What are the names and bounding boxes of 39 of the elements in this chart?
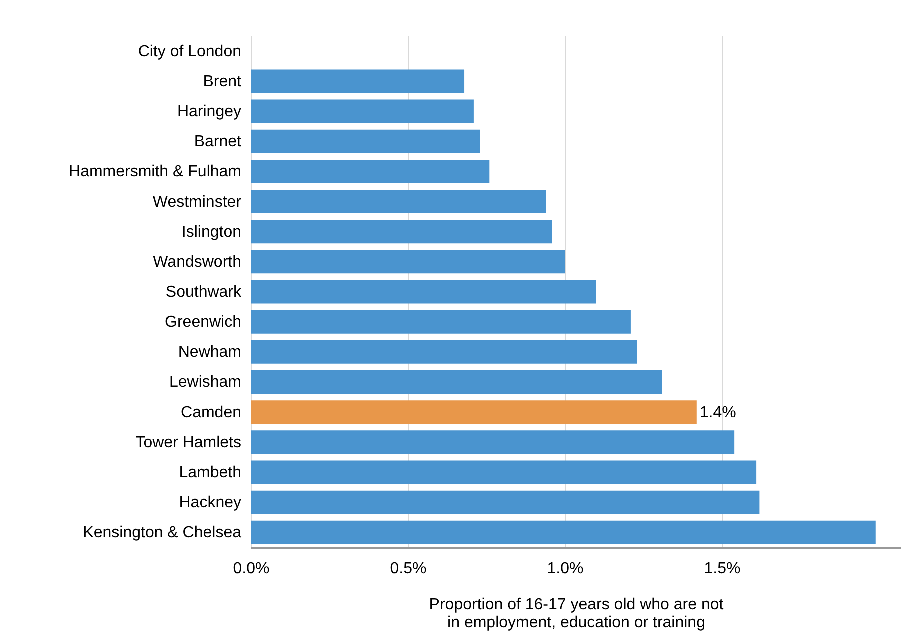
bar: [251, 250, 566, 274]
bar: [251, 520, 876, 544]
data-label: 1.4%: [700, 404, 736, 422]
x-tick-label: 0.0%: [233, 560, 270, 578]
x-tick-label: 1.0%: [547, 560, 584, 578]
y-tick-label: Islington: [182, 224, 242, 241]
bar: [251, 340, 638, 364]
y-tick-label: Barnet: [194, 134, 242, 151]
bar: [251, 100, 474, 124]
y-tick-label: Westminster: [152, 194, 242, 211]
y-tick-label: Hammersmith & Fulham: [69, 164, 242, 181]
bar: [251, 70, 465, 94]
y-tick-label: Lewisham: [169, 374, 242, 392]
bar: [251, 280, 596, 304]
x-tick-label: 0.5%: [390, 560, 427, 578]
bar: [251, 310, 631, 334]
bar: [251, 190, 546, 214]
bar: [251, 490, 760, 514]
bar: [251, 370, 662, 394]
bar: [251, 400, 697, 424]
x-axis-title: Proportion of 16-17 years old who are not in employment, education or training: [429, 596, 724, 632]
y-tick-label: Lambeth: [179, 464, 242, 482]
bar: [251, 160, 490, 184]
x-tick-label: 1.5%: [704, 560, 741, 578]
y-tick-label: Wandsworth: [153, 254, 242, 271]
bar: [251, 460, 757, 484]
y-tick-label: Camden: [181, 404, 242, 422]
y-tick-label: Greenwich: [165, 314, 242, 332]
y-tick-label: Newham: [178, 344, 242, 362]
y-tick-label: Tower Hamlets: [136, 434, 242, 452]
y-tick-label: Southwark: [166, 284, 242, 301]
bar: [251, 430, 735, 454]
y-tick-label: Kensington & Chelsea: [83, 524, 242, 542]
bar: [251, 220, 552, 244]
bar: [251, 130, 480, 154]
y-tick-label: City of London: [138, 43, 242, 60]
y-tick-label: Brent: [203, 73, 242, 90]
y-tick-label: Haringey: [177, 104, 242, 121]
y-tick-label: Hackney: [179, 494, 242, 512]
